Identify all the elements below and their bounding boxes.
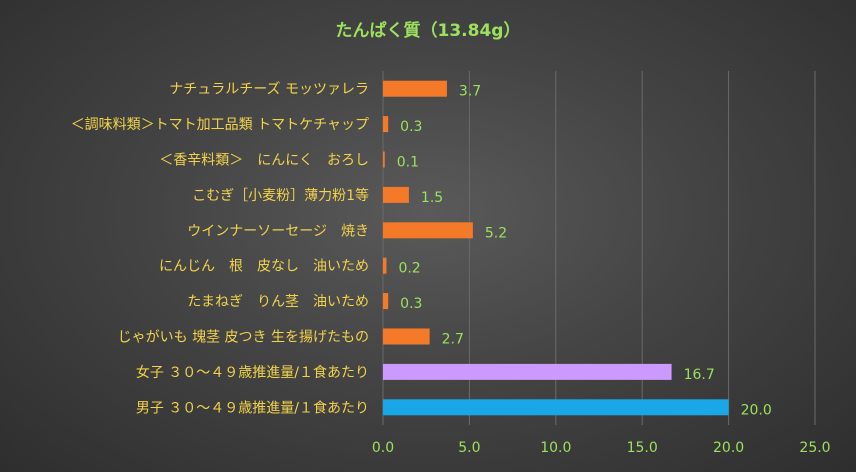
category-label-8: 女子 ３０～４９歳推進量/１食あたり — [136, 364, 369, 381]
category-label-4: ウインナーソーセージ 焼き — [187, 223, 369, 239]
x-tick-label-4: 20.0 — [713, 440, 744, 456]
value-label-7: 2.7 — [442, 332, 464, 348]
bar-0 — [383, 80, 447, 97]
bar-7 — [383, 328, 430, 345]
value-label-8: 16.7 — [684, 367, 715, 383]
x-tick-label-1: 5.0 — [458, 440, 480, 456]
value-label-4: 5.2 — [485, 225, 507, 241]
x-axis-ticks: 0.0 5.0 10.0 15.0 20.0 25.0 — [372, 440, 831, 456]
bar-6 — [383, 293, 389, 310]
value-label-0: 3.7 — [459, 84, 481, 100]
value-label-2: 0.1 — [397, 155, 419, 171]
value-label-6: 0.3 — [400, 296, 422, 312]
bar-4 — [383, 222, 473, 239]
category-label-0: ナチュラルチーズ モッツァレラ — [169, 82, 369, 98]
bars — [383, 80, 729, 416]
value-label-1: 0.3 — [400, 119, 422, 135]
value-labels: 3.7 0.3 0.1 1.5 5.2 0.2 0.3 2.7 16.7 20.0 — [397, 84, 772, 419]
x-tick-label-2: 10.0 — [540, 440, 571, 456]
chart-title: たんぱく質（13.84g） — [336, 20, 521, 41]
category-label-1: ＜調味料類＞トマト加工品類 トマトケチャップ — [71, 117, 369, 133]
bar-2 — [383, 151, 385, 168]
category-label-7: じゃがいも 塊茎 皮つき 生を揚げたもの — [118, 329, 369, 346]
x-tick-label-3: 15.0 — [627, 440, 658, 456]
bar-3 — [383, 186, 409, 203]
value-label-9: 20.0 — [741, 402, 772, 418]
category-label-5: にんじん 根 皮なし 油いため — [159, 259, 369, 275]
x-tick-label-0: 0.0 — [372, 440, 394, 456]
bar-9 — [383, 399, 729, 416]
category-label-6: たまねぎ りん茎 油いため — [187, 294, 369, 310]
bar-1 — [383, 116, 389, 133]
x-tick-label-5: 25.0 — [799, 440, 830, 456]
value-label-5: 0.2 — [398, 261, 420, 277]
value-label-3: 1.5 — [421, 190, 443, 206]
bar-5 — [383, 257, 387, 274]
bar-8 — [383, 363, 672, 380]
category-label-9: 男子 ３０～４９歳推進量/１食あたり — [136, 399, 369, 416]
category-label-3: こむぎ［小麦粉］薄力粉1等 — [192, 187, 369, 204]
category-label-2: ＜香辛料類＞ にんにく おろし — [159, 153, 369, 169]
category-labels: ナチュラルチーズ モッツァレラ ＜調味料類＞トマト加工品類 トマトケチャップ ＜香辛… — [71, 82, 369, 417]
